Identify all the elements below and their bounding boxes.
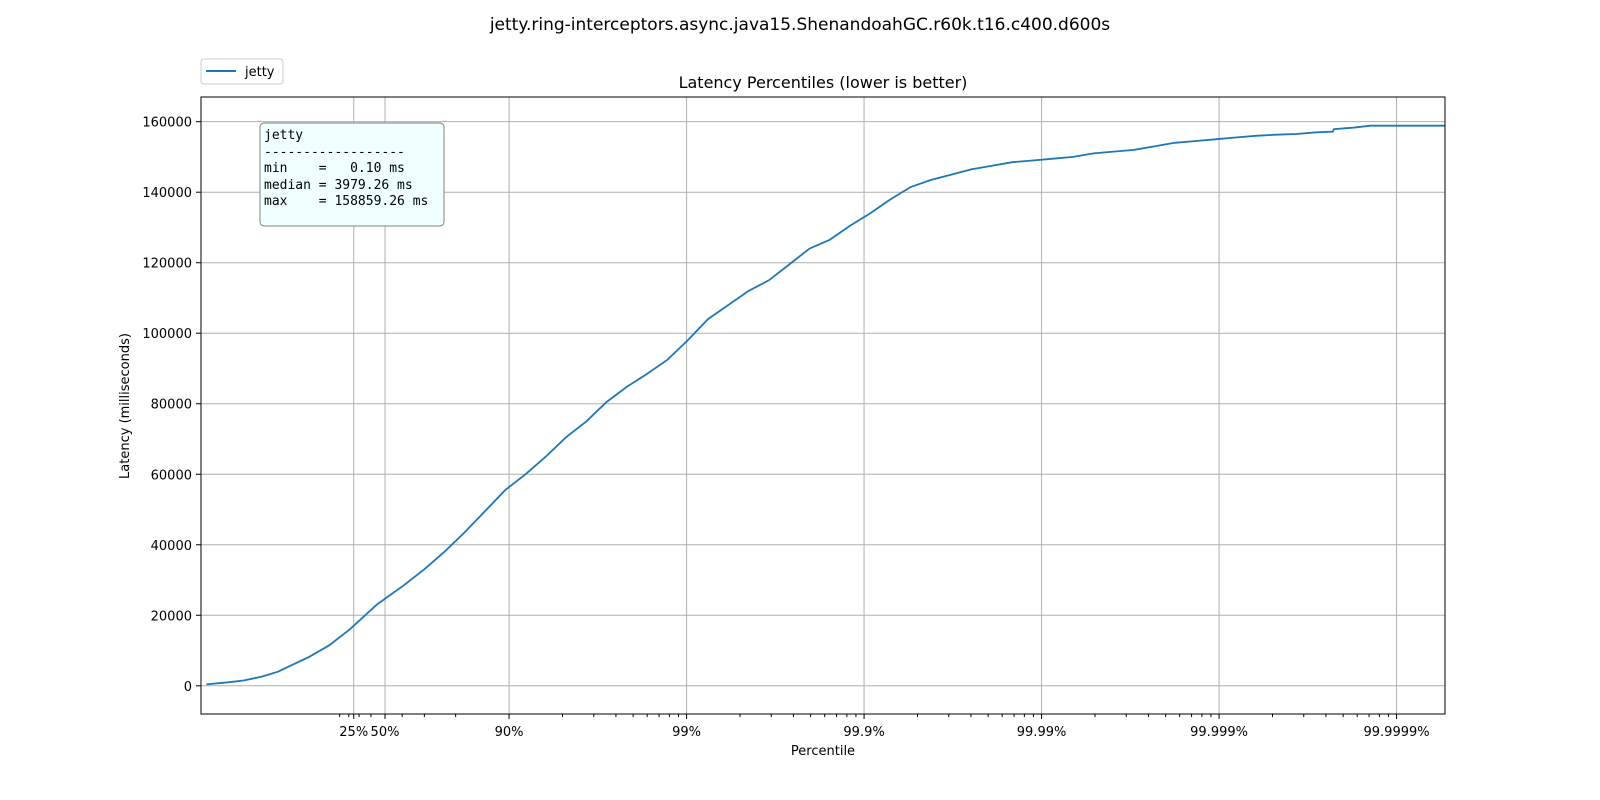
- legend-label-jetty: jetty: [244, 65, 275, 80]
- y-tick-label: 20000: [151, 609, 192, 624]
- plot-area: [206, 124, 1445, 686]
- y-tick-label: 140000: [142, 186, 192, 201]
- figure-title: jetty.ring-interceptors.async.java15.She…: [489, 15, 1110, 35]
- x-tick-label: 99%: [672, 725, 701, 740]
- legend-box: [200, 58, 284, 85]
- series-line-jetty: [206, 124, 1445, 686]
- axes-frame: [200, 96, 1446, 715]
- x-tick-label: 99.99%: [1017, 725, 1067, 740]
- y-tick-label: 160000: [142, 116, 192, 131]
- x-tick-label: 90%: [495, 725, 524, 740]
- x-tick-label: 25%: [339, 725, 368, 740]
- legend: jetty: [200, 58, 284, 85]
- x-tick-label: 50%: [371, 725, 400, 740]
- x-axis-ticks: 25% 50% 90% 99% 99.9% 99.99% 99.999% 99.9999%: [339, 714, 1430, 740]
- x-tick-label: 99.9999%: [1364, 725, 1430, 740]
- annotation-line-max: max = 158859.26 ms: [264, 194, 428, 209]
- x-tick-label: 99.9%: [843, 725, 884, 740]
- y-axis-label: Latency (milliseconds): [118, 333, 133, 479]
- annotation-box: [259, 122, 445, 227]
- y-axis-ticks: 0 20000 40000 60000 80000 100000 120000 140000 1…: [142, 116, 201, 695]
- y-tick-label: 100000: [142, 327, 192, 342]
- annotation-line-min: min = 0.10 ms: [264, 161, 405, 176]
- y-tick-label: 40000: [151, 539, 192, 554]
- chart-title: Latency Percentiles (lower is better): [679, 73, 968, 92]
- y-tick-label: 80000: [151, 398, 192, 413]
- y-tick-label: 120000: [142, 257, 192, 272]
- stats-annotation-box: jetty ------------------ min = 0.10 ms m…: [259, 122, 445, 227]
- annotation-line-title: jetty: [264, 128, 303, 143]
- annotation-line-median: median = 3979.26 ms: [264, 178, 413, 193]
- annotation-line-separator: ------------------: [264, 145, 405, 160]
- y-tick-label: 0: [184, 680, 192, 695]
- x-axis-label: Percentile: [791, 744, 855, 759]
- x-tick-label: 99.999%: [1190, 725, 1248, 740]
- y-tick-label: 60000: [151, 468, 192, 483]
